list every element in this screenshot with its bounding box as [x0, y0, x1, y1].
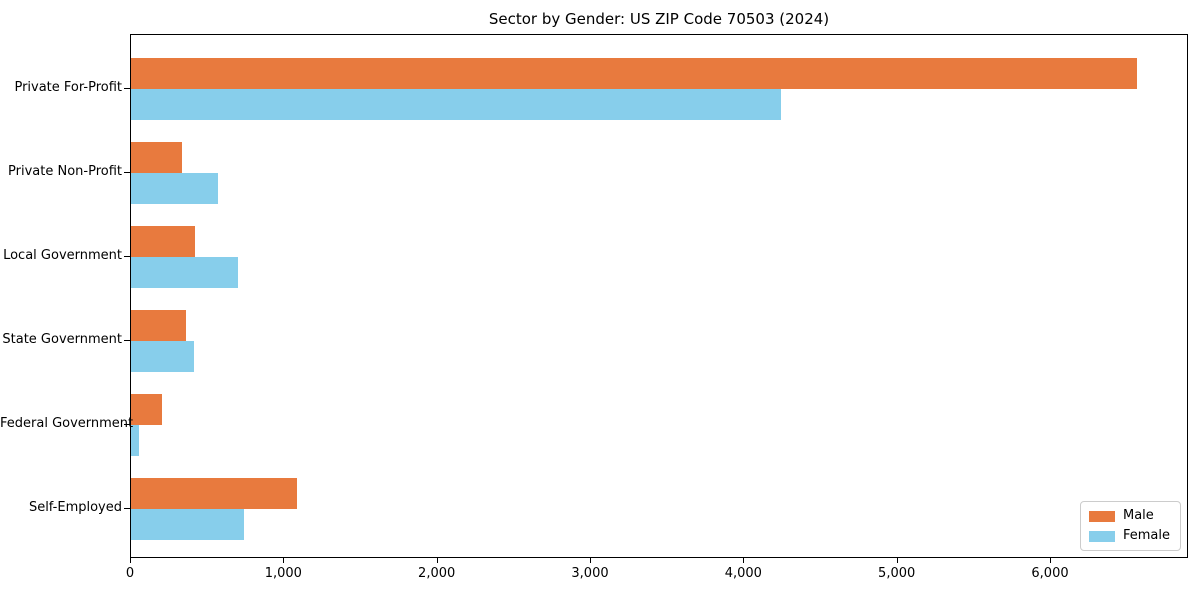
x-axis-label: 5,000 — [878, 566, 916, 581]
x-tick-mark — [283, 558, 285, 563]
bars-layer — [131, 35, 1187, 557]
y-tick-mark — [124, 88, 130, 89]
y-axis-label: State Government — [2, 332, 122, 347]
x-tick-mark — [1050, 558, 1051, 563]
x-axis-label: 2,000 — [418, 566, 456, 581]
bar-male-1 — [131, 142, 182, 173]
x-tick-mark — [130, 558, 131, 563]
y-axis-label: Private For-Profit — [14, 80, 122, 95]
bar-female-0 — [131, 89, 782, 120]
legend-swatch-male — [1088, 510, 1115, 522]
bar-male-5 — [131, 478, 297, 509]
bar-female-5 — [131, 509, 245, 540]
y-axis-label: Federal Government — [0, 416, 134, 431]
bar-female-3 — [131, 341, 194, 372]
y-axis-label: Self-Employed — [28, 500, 122, 515]
x-tick-mark — [436, 558, 438, 563]
legend-entry-male: Male — [1088, 508, 1170, 523]
bar-female-2 — [131, 257, 239, 288]
bar-male-4 — [131, 394, 162, 425]
x-axis-label: 4,000 — [724, 566, 762, 581]
y-axis-label: Private Non-Profit — [8, 164, 122, 179]
y-tick-mark — [124, 256, 130, 257]
chart-title: Sector by Gender: US ZIP Code 70503 (202… — [488, 10, 830, 28]
bar-male-2 — [131, 226, 196, 257]
legend-label: Female — [1122, 528, 1170, 543]
x-tick-mark — [896, 558, 898, 563]
legend-entry-female: Female — [1088, 528, 1170, 543]
x-axis-label: 6,000 — [1031, 566, 1069, 581]
y-axis-label: Local Government — [3, 248, 122, 263]
legend-label: Male — [1122, 508, 1154, 523]
x-axis-label: 3,000 — [571, 566, 609, 581]
plot-area: Male Female — [130, 34, 1188, 558]
x-tick-mark — [590, 558, 591, 563]
legend-swatch-female — [1088, 530, 1115, 542]
bar-female-4 — [131, 425, 139, 456]
x-axis-label: 0 — [125, 566, 135, 581]
bar-female-1 — [131, 173, 219, 204]
y-tick-mark — [124, 508, 130, 509]
y-tick-mark — [124, 340, 130, 341]
y-tick-mark — [124, 172, 130, 173]
bar-male-0 — [131, 58, 1137, 89]
x-axis-label: 1,000 — [264, 566, 302, 581]
legend: Male Female — [1079, 501, 1181, 551]
y-tick-mark — [124, 424, 130, 425]
bar-male-3 — [131, 310, 187, 341]
x-tick-mark — [743, 558, 745, 563]
